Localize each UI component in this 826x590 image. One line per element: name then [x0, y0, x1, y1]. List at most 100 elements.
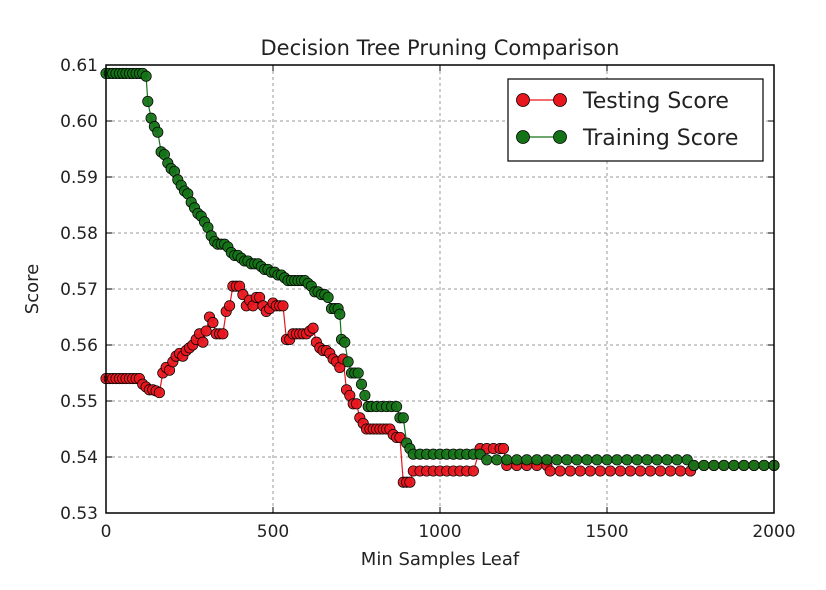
data-point [467, 465, 479, 477]
data-point [207, 317, 219, 329]
y-tick-label: 0.61 [60, 56, 98, 76]
data-point [152, 126, 164, 138]
data-point [664, 465, 677, 477]
legend-entry: Testing Score [516, 89, 729, 114]
data-point [651, 454, 663, 466]
x-tick-label: 1500 [585, 522, 628, 542]
data-point [197, 336, 209, 348]
x-axis-title: Min Samples Leaf [361, 549, 520, 570]
y-tick-label: 0.53 [60, 504, 98, 524]
data-point [698, 459, 710, 471]
legend-marker [516, 130, 530, 144]
data-point [511, 454, 523, 466]
y-tick-label: 0.56 [60, 336, 98, 356]
data-point [621, 454, 633, 466]
data-point [738, 459, 750, 471]
data-point [661, 454, 673, 466]
data-point [561, 454, 573, 466]
legend-label: Training Score [582, 126, 738, 151]
data-point [200, 325, 212, 337]
data-point [574, 465, 586, 477]
data-point [481, 454, 493, 466]
data-point [491, 454, 503, 466]
data-point [277, 300, 289, 312]
y-tick-label: 0.57 [60, 280, 98, 300]
data-point [307, 322, 319, 334]
data-point [614, 465, 626, 477]
data-point [521, 454, 533, 466]
x-tick-label: 500 [257, 522, 289, 542]
legend-marker [553, 130, 567, 144]
data-point [217, 328, 229, 340]
data-point [654, 465, 666, 477]
y-axis-title: Score [22, 264, 43, 314]
data-point [634, 465, 646, 477]
legend: Testing Score Training Score [507, 78, 764, 162]
data-point [601, 454, 613, 466]
series-layer [100, 67, 780, 488]
data-point [581, 454, 593, 466]
legend-marker [553, 93, 567, 107]
y-tick-label: 0.55 [60, 392, 98, 412]
data-point [142, 95, 154, 107]
data-point [554, 465, 566, 477]
data-point [350, 398, 363, 410]
data-point [594, 465, 606, 477]
data-point [391, 401, 403, 413]
x-tick-label: 0 [101, 522, 112, 542]
legend-entries: Testing Score Training Score [516, 89, 738, 151]
y-tick-label: 0.59 [60, 168, 98, 188]
data-point [641, 454, 653, 466]
data-point [404, 476, 416, 488]
data-point [541, 454, 553, 466]
data-point [355, 378, 368, 390]
y-tick-label: 0.58 [60, 224, 98, 244]
data-point [544, 465, 556, 477]
data-point [352, 367, 364, 379]
data-point [671, 454, 683, 466]
data-point [584, 465, 596, 477]
data-point [224, 300, 236, 312]
tick-layer: 0 500 1000 1500 2000 0.53 0.54 0.55 0.56 0.57 0.58… [60, 56, 795, 542]
data-point [604, 465, 616, 477]
data-point [342, 356, 354, 368]
y-tick-label: 0.54 [60, 448, 98, 468]
data-point [334, 308, 346, 320]
data-point [140, 70, 152, 82]
x-tick-label: 2000 [752, 522, 795, 542]
chart-title: Decision Tree Pruning Comparison [261, 36, 620, 60]
data-point [591, 454, 603, 466]
data-point [611, 454, 623, 466]
data-point [497, 443, 510, 455]
y-tick-label: 0.60 [60, 112, 98, 132]
data-point [708, 459, 720, 471]
data-point [359, 389, 371, 401]
data-point [728, 459, 740, 471]
data-point [748, 459, 760, 471]
legend-label: Testing Score [582, 89, 729, 114]
data-point [501, 454, 513, 466]
data-point [339, 336, 351, 348]
data-point [758, 459, 770, 471]
data-point [674, 465, 687, 477]
data-point [397, 412, 409, 424]
data-point [153, 387, 165, 399]
data-point [631, 454, 643, 466]
data-point [718, 459, 730, 471]
data-point [531, 454, 543, 466]
series-testing-score [100, 280, 780, 488]
x-tick-label: 1000 [418, 522, 461, 542]
data-point [564, 465, 576, 477]
legend-marker [516, 93, 530, 107]
data-point [322, 291, 334, 303]
legend-box [507, 78, 764, 162]
data-point [688, 459, 700, 471]
data-point [644, 465, 656, 477]
data-point [551, 454, 563, 466]
data-point [624, 465, 636, 477]
legend-entry: Training Score [516, 126, 738, 151]
data-point [571, 454, 583, 466]
series-training-score [100, 67, 780, 471]
